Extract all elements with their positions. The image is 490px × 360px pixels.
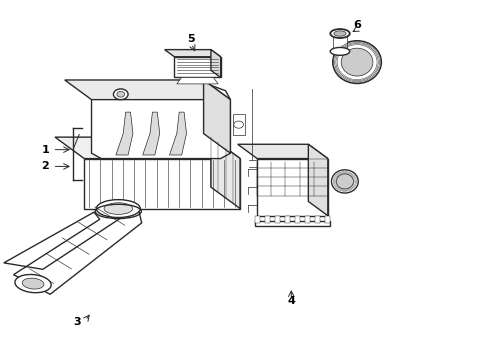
- Polygon shape: [65, 80, 230, 100]
- Polygon shape: [325, 216, 330, 223]
- Polygon shape: [333, 33, 347, 51]
- FancyBboxPatch shape: [255, 221, 330, 226]
- Ellipse shape: [22, 278, 44, 289]
- Polygon shape: [238, 144, 328, 158]
- Text: 2: 2: [41, 161, 49, 171]
- Polygon shape: [170, 112, 187, 155]
- Ellipse shape: [336, 174, 353, 189]
- Polygon shape: [143, 112, 160, 155]
- Ellipse shape: [333, 41, 381, 84]
- Ellipse shape: [341, 48, 373, 76]
- Text: 5: 5: [188, 34, 195, 44]
- Ellipse shape: [334, 31, 346, 36]
- Text: 3: 3: [73, 317, 81, 327]
- Polygon shape: [315, 216, 320, 223]
- Ellipse shape: [331, 170, 358, 193]
- Circle shape: [114, 89, 128, 100]
- Polygon shape: [116, 112, 133, 155]
- Text: 6: 6: [353, 19, 361, 30]
- Polygon shape: [308, 144, 328, 216]
- Polygon shape: [174, 57, 220, 77]
- Circle shape: [234, 121, 244, 128]
- Polygon shape: [4, 207, 142, 294]
- Circle shape: [117, 91, 124, 97]
- Text: 1: 1: [41, 145, 49, 155]
- Polygon shape: [295, 216, 300, 223]
- Polygon shape: [255, 216, 260, 223]
- Polygon shape: [285, 216, 290, 223]
- Polygon shape: [305, 216, 310, 223]
- Polygon shape: [233, 114, 245, 135]
- Ellipse shape: [15, 274, 51, 293]
- Polygon shape: [211, 137, 240, 208]
- Polygon shape: [177, 77, 218, 84]
- Polygon shape: [203, 80, 230, 153]
- Polygon shape: [92, 85, 230, 158]
- Polygon shape: [211, 50, 220, 77]
- Ellipse shape: [97, 200, 140, 217]
- Polygon shape: [275, 216, 280, 223]
- Text: 4: 4: [287, 296, 295, 306]
- Ellipse shape: [104, 203, 133, 215]
- Polygon shape: [84, 158, 240, 208]
- Polygon shape: [165, 50, 220, 57]
- Polygon shape: [55, 137, 240, 158]
- Ellipse shape: [330, 48, 350, 55]
- Polygon shape: [265, 216, 270, 223]
- Polygon shape: [257, 158, 328, 216]
- Ellipse shape: [330, 29, 350, 38]
